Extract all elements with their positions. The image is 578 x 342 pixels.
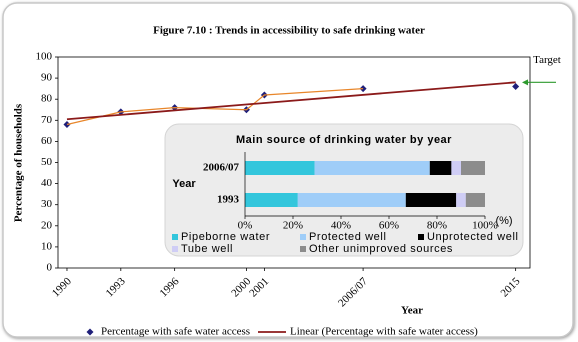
legend-label: Tube well [181,243,233,255]
x-tick-label: 0% [238,220,253,232]
y-tick-label: 60 [41,135,53,147]
bar-segment [451,161,461,175]
bar-segment [456,193,466,207]
bar-segment [245,193,298,207]
series-line [66,81,516,121]
legend-label: Protected well [309,231,387,243]
x-tick-label: 100% [472,220,498,232]
y-tick-label: 90 [41,72,53,84]
inset-title: Main source of drinking water by year [236,134,452,146]
bar-segment [245,161,315,175]
data-point [63,121,71,129]
y-tick-label: 10 [41,240,53,252]
legend-swatch [300,246,306,252]
y-tick-label: 80 [41,93,53,105]
chart-title: Figure 7.10 : Trends in accessibility to… [153,25,425,37]
legend-swatch [418,234,424,240]
legend-swatch [172,234,178,240]
inset-panel [164,123,524,257]
legend-label: Percentage with safe water access [101,326,250,338]
x-axis-label: Year [401,305,423,317]
legend-label: Pipeborne water [181,231,270,243]
legend-swatch [300,234,306,240]
inset-y-axis-label: Year [172,178,196,190]
y-tick-label: 30 [41,198,53,210]
bar-segment [297,193,406,207]
x-tick-label: 20% [283,220,303,232]
legend-swatch [86,328,94,336]
bar-segment [314,161,430,175]
legend-label: Unprotected well [427,231,519,243]
x-tick-label: 80% [427,220,447,232]
y-tick-label: 100 [36,51,53,63]
annotation-arrowhead [522,79,528,86]
x-tick-label: 60% [379,220,399,232]
inset-x-unit: (%) [495,215,512,227]
y-tick-label: 40 [41,177,53,189]
y-tick-label: 50 [41,156,53,168]
legend-label: Linear (Percentage with safe water acces… [290,326,478,338]
y-tick-label: 1993 [217,194,240,206]
y-axis-label: Percentage of households [13,103,25,222]
y-tick-label: 70 [41,114,53,126]
bar-segment [429,161,452,175]
x-tick-label: 40% [331,220,351,232]
bar-segment [461,161,485,175]
bar-segment [405,193,457,207]
series-line [66,88,364,126]
legend-label: Other unimproved sources [309,243,453,255]
annotation: Target [533,54,561,66]
inset-plot: 0% 20% 40% 60% 80% 100% 2006/07 1993 Pipeborne w… [172,152,519,255]
bar-segment [465,193,485,207]
y-tick-label: 2006/07 [203,162,240,174]
legend-swatch [172,246,178,252]
y-tick-label: 20 [41,219,53,231]
y-tick-label: 0 [47,262,53,274]
data-point [512,83,520,91]
